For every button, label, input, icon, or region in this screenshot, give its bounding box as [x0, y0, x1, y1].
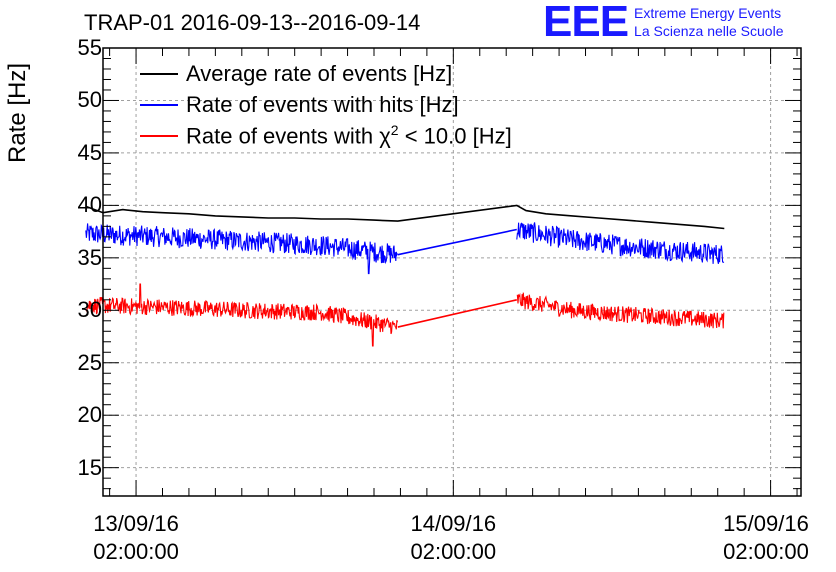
series-chi2-segment-2 [516, 292, 725, 329]
x-tick-label: 13/09/16 02:00:00 [66, 510, 206, 566]
legend-entry-hits: Rate of events with hits [Hz] [140, 89, 512, 120]
x-tick-time: 02:00:00 [93, 539, 179, 564]
legend-line-average [140, 72, 178, 75]
y-tick-label: 50 [77, 87, 102, 113]
eee-logo: EEE Extreme Energy Events La Scienza nel… [543, 0, 783, 46]
legend-line-chi2 [140, 134, 178, 137]
axes-frame [102, 47, 802, 497]
logo-mark: EEE [543, 0, 629, 46]
chart-title: TRAP-01 2016-09-13--2016-09-14 [84, 10, 421, 35]
y-tick-label: 20 [77, 402, 102, 428]
y-tick-label: 35 [77, 244, 102, 270]
logo-line-1: Extreme Energy Events [634, 5, 782, 21]
legend-chi2-symbol: χ [379, 123, 391, 149]
series-group [85, 204, 725, 347]
legend-label-hits: Rate of events with hits [Hz] [186, 91, 459, 117]
y-tick-label: 25 [77, 349, 102, 375]
x-tick-date: 13/09/16 [93, 511, 179, 536]
x-tick-label: 15/09/16 02:00:00 [696, 510, 836, 566]
logo-line-2: La Scienza nelle Scuole [634, 23, 784, 39]
y-tick-label: 15 [77, 454, 102, 480]
plot-frame [102, 47, 802, 497]
x-tick-time: 02:00:00 [410, 539, 497, 564]
series-hits-segment-1 [85, 223, 398, 275]
y-tick-label: 40 [77, 192, 102, 218]
legend-entry-chi2: Rate of events with χ2 < 10.0 [Hz] [140, 120, 512, 151]
legend-line-hits [140, 103, 178, 106]
x-tick-date: 15/09/16 [723, 511, 809, 536]
series-average-line [85, 204, 725, 230]
series-hits-segment-2 [516, 222, 725, 265]
series-chi2-gap-link [397, 299, 517, 328]
y-tick-label: 30 [77, 297, 102, 323]
series-chi2-segment-1 [85, 283, 399, 347]
logo-text: Extreme Energy Events La Scienza nelle S… [634, 4, 783, 40]
legend-label-average: Average rate of events [Hz] [186, 60, 453, 86]
legend-entry-average: Average rate of events [Hz] [140, 58, 512, 89]
x-tick-time: 02:00:00 [723, 539, 809, 564]
y-tick-label: 55 [77, 35, 102, 60]
series-hits-gap-link [397, 228, 517, 256]
legend-label-chi2: Rate of events with χ2 < 10.0 [Hz] [186, 122, 512, 149]
legend-chi2-prefix: Rate of events with [186, 123, 380, 149]
legend-chi2-sup: 2 [390, 121, 399, 138]
legend: Average rate of events [Hz] Rate of even… [140, 58, 512, 151]
x-tick-label: 14/09/16 02:00:00 [383, 510, 523, 566]
y-tick-label: 45 [77, 139, 102, 165]
legend-chi2-suffix: < 10.0 [Hz] [398, 123, 512, 149]
y-axis-label: Rate [Hz] [4, 62, 31, 163]
x-tick-date: 14/09/16 [410, 511, 497, 536]
